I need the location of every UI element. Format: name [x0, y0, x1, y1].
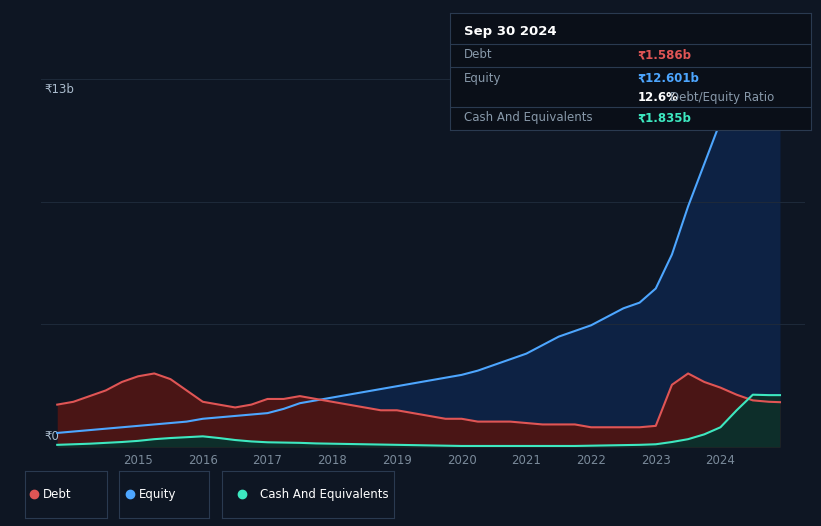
- Text: Debt: Debt: [43, 488, 71, 501]
- Text: ₹0: ₹0: [45, 430, 60, 443]
- Text: ₹13b: ₹13b: [45, 83, 75, 96]
- Text: Debt: Debt: [465, 48, 493, 61]
- Text: Cash And Equivalents: Cash And Equivalents: [259, 488, 388, 501]
- Text: ₹12.601b: ₹12.601b: [638, 72, 699, 85]
- Text: Sep 30 2024: Sep 30 2024: [465, 25, 557, 38]
- Text: Equity: Equity: [465, 72, 502, 85]
- Text: Cash And Equivalents: Cash And Equivalents: [465, 111, 593, 124]
- Text: 12.6%: 12.6%: [638, 92, 679, 104]
- Text: Equity: Equity: [139, 488, 177, 501]
- Text: ₹1.835b: ₹1.835b: [638, 111, 691, 124]
- Text: Debt/Equity Ratio: Debt/Equity Ratio: [670, 92, 774, 104]
- Text: ₹1.586b: ₹1.586b: [638, 48, 692, 61]
